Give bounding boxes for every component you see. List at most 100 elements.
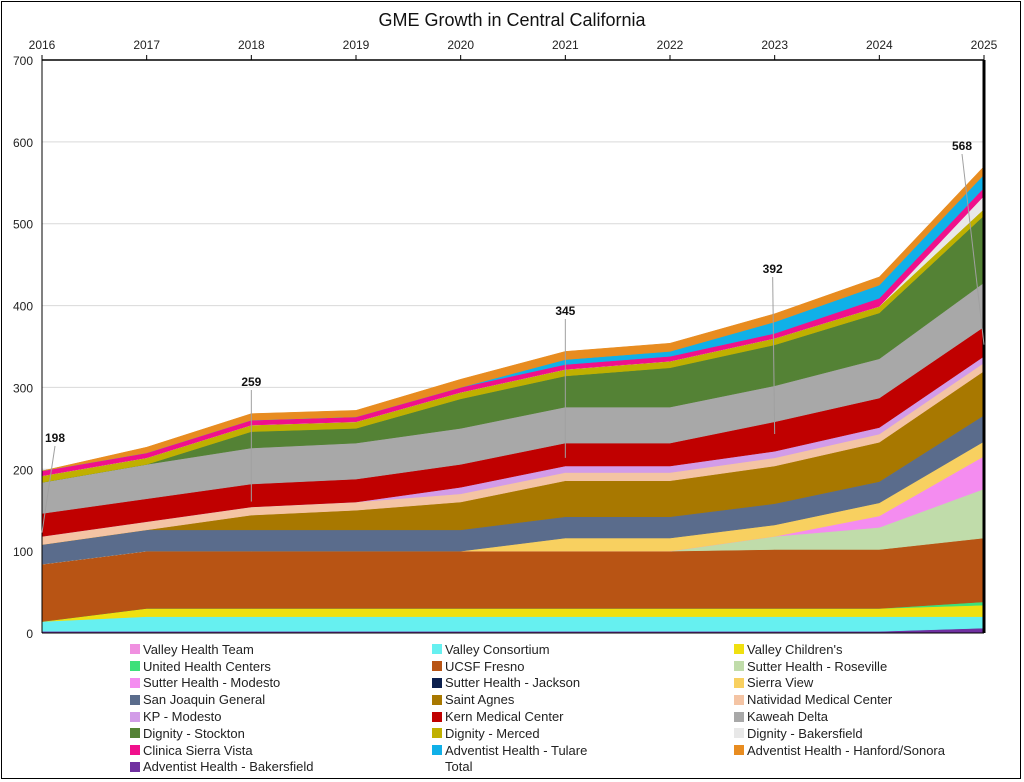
data-label-leader xyxy=(41,445,56,533)
data-label-total: 259 xyxy=(241,375,261,389)
legend-label: Sutter Health - Roseville xyxy=(747,658,888,674)
legend-label: Dignity - Merced xyxy=(445,725,540,741)
legend-swatch xyxy=(432,745,442,756)
x-tick-label: 2021 xyxy=(552,38,579,52)
x-tick-label: 2017 xyxy=(133,38,160,52)
legend-swatch xyxy=(432,762,442,772)
legend-swatch xyxy=(130,661,140,672)
data-label-total: 568 xyxy=(952,139,972,153)
x-tick-label: 2022 xyxy=(657,38,684,52)
legend-item: United Health Centers xyxy=(130,658,432,675)
legend-label: Sutter Health - Jackson xyxy=(445,675,581,691)
legend-item: Adventist Health - Hanford/Sonora xyxy=(734,742,990,759)
legend-swatch xyxy=(432,661,442,672)
legend-label: Kaweah Delta xyxy=(747,709,828,725)
x-tick-label: 2018 xyxy=(238,38,265,52)
legend-item: Saint Agnes xyxy=(432,691,734,708)
legend-item: Dignity - Merced xyxy=(432,725,734,742)
legend-label: Saint Agnes xyxy=(445,692,515,708)
legend-label: United Health Centers xyxy=(143,658,271,674)
legend-item: Valley Children's xyxy=(734,641,990,658)
legend: Valley Health Team Valley Consortium Valle… xyxy=(130,641,990,775)
legend-item: Sutter Health - Roseville xyxy=(734,658,990,675)
legend-label: Natividad Medical Center xyxy=(747,692,893,708)
data-label-leader xyxy=(772,276,776,435)
y-tick-label: 400 xyxy=(13,300,33,314)
y-tick-label: 0 xyxy=(26,627,33,640)
legend-item: Dignity - Stockton xyxy=(130,725,432,742)
data-label-leader xyxy=(961,153,985,345)
legend-item: Natividad Medical Center xyxy=(734,691,990,708)
legend-item: Clinica Sierra Vista xyxy=(130,742,432,759)
y-tick-label: 500 xyxy=(13,218,33,232)
legend-item: Kaweah Delta xyxy=(734,708,990,725)
legend-label: Dignity - Stockton xyxy=(143,725,245,741)
legend-swatch xyxy=(432,728,442,739)
legend-swatch xyxy=(130,644,140,655)
legend-swatch xyxy=(734,728,744,739)
legend-label: Clinica Sierra Vista xyxy=(143,742,253,758)
legend-item: Dignity - Bakersfield xyxy=(734,725,990,742)
legend-swatch xyxy=(130,694,140,705)
legend-item: Sutter Health - Modesto xyxy=(130,675,432,692)
chart-title: GME Growth in Central California xyxy=(378,10,646,30)
legend-item: Sierra View xyxy=(734,675,990,692)
legend-swatch xyxy=(734,711,744,722)
legend-swatch xyxy=(130,711,140,722)
legend-swatch xyxy=(130,745,140,756)
legend-label: Total xyxy=(445,759,473,775)
x-tick-label: 2024 xyxy=(866,38,893,52)
legend-label: UCSF Fresno xyxy=(445,658,525,674)
legend-item: Kern Medical Center xyxy=(432,708,734,725)
area-chart: GME Growth in Central California 0 100 200… xyxy=(13,10,998,640)
legend-label: Adventist Health - Hanford/Sonora xyxy=(747,742,945,758)
legend-label: Valley Children's xyxy=(747,641,843,657)
axes: 0 100 200 300 400 500 600 700 2016 2017 2018 2019 20… xyxy=(13,38,998,640)
legend-item: UCSF Fresno xyxy=(432,658,734,675)
legend-swatch xyxy=(734,677,744,688)
stacked-areas xyxy=(41,165,985,634)
legend-label: Sutter Health - Modesto xyxy=(143,675,281,691)
y-tick-label: 100 xyxy=(13,545,33,559)
legend-label: Adventist Health - Tulare xyxy=(445,742,588,758)
data-labels: 198 259 345 392 568 xyxy=(41,139,985,533)
legend-label: San Joaquin General xyxy=(143,692,266,708)
legend-swatch xyxy=(734,644,744,655)
y-tick-label: 600 xyxy=(13,136,33,150)
legend-swatch xyxy=(432,677,442,688)
legend-label: Kern Medical Center xyxy=(445,709,564,725)
legend-item: Total xyxy=(432,759,734,776)
x-tick-label: 2020 xyxy=(447,38,474,52)
x-tick-label: 2019 xyxy=(343,38,370,52)
legend-item: Adventist Health - Bakersfield xyxy=(130,759,432,776)
y-tick-label: 300 xyxy=(13,381,33,395)
legend-swatch xyxy=(432,694,442,705)
legend-label: Sierra View xyxy=(747,675,814,691)
data-label-total: 345 xyxy=(555,304,575,318)
legend-swatch xyxy=(130,728,140,739)
legend-label: Adventist Health - Bakersfield xyxy=(143,759,314,775)
y-tick-label: 700 xyxy=(13,54,33,68)
legend-swatch xyxy=(432,644,442,655)
legend-item: San Joaquin General xyxy=(130,691,432,708)
x-tick-label: 2025 xyxy=(971,38,998,52)
y-tick-label: 200 xyxy=(13,463,33,477)
legend-swatch xyxy=(130,677,140,688)
legend-swatch xyxy=(734,694,744,705)
area-valley-consortium xyxy=(41,616,985,632)
legend-swatch xyxy=(130,761,140,772)
legend-item: Sutter Health - Jackson xyxy=(432,675,734,692)
legend-swatch xyxy=(734,661,744,672)
legend-item: Valley Consortium xyxy=(432,641,734,658)
legend-label: Dignity - Bakersfield xyxy=(747,725,863,741)
legend-item: KP - Modesto xyxy=(130,708,432,725)
legend-label: Valley Health Team xyxy=(143,641,254,657)
data-label-total: 392 xyxy=(763,262,783,276)
legend-item: Adventist Health - Tulare xyxy=(432,742,734,759)
legend-swatch xyxy=(734,745,744,756)
x-tick-label: 2023 xyxy=(761,38,788,52)
data-label-total: 198 xyxy=(45,431,65,445)
legend-item: Valley Health Team xyxy=(130,641,432,658)
legend-label: Valley Consortium xyxy=(445,641,550,657)
